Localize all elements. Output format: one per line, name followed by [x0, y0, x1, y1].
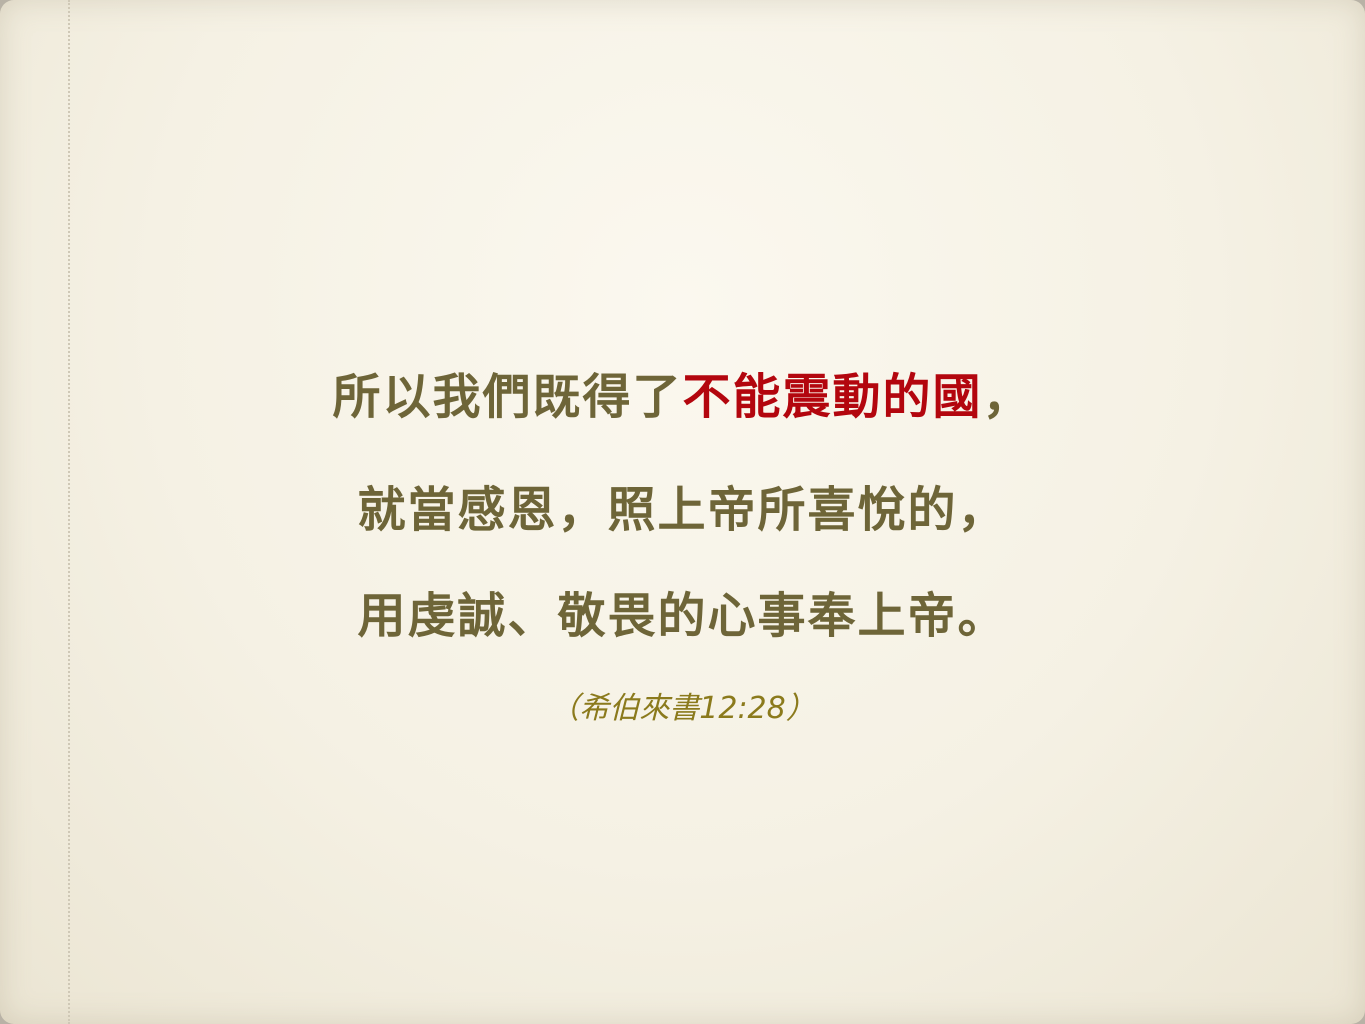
- verse-highlight-unshakable-kingdom: 不能震動的國: [682, 369, 983, 425]
- verse-line-1-text: 所以我們既得了: [332, 369, 683, 425]
- stitched-binding-line: [68, 0, 70, 1024]
- verse-line-1-punctuation: ，: [982, 369, 1033, 425]
- verse-line-1: 所以我們既得了不能震動的國，: [0, 357, 1365, 427]
- scripture-reference: （希伯來書12:28）: [549, 691, 816, 726]
- verse-line-2: 就當感恩，照上帝所喜悅的，: [357, 482, 1008, 538]
- verse-line-3: 用虔誠、敬畏的心事奉上帝。: [357, 588, 1008, 644]
